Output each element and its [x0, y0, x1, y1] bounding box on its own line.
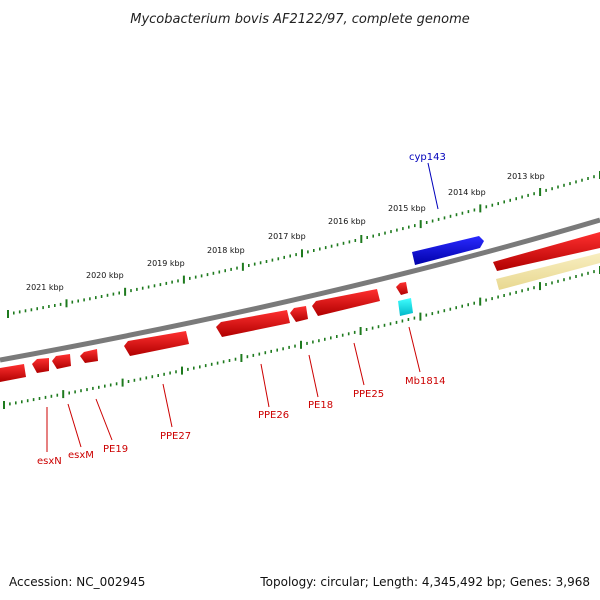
- gene-label-PE19[interactable]: PE19: [103, 444, 128, 455]
- kbp-scale-ring: [7, 171, 600, 318]
- gene-arrow-forward-right[interactable]: [493, 232, 600, 271]
- gene-labels: cyp143 esxN esxM PE19 PPE27 PPE26 PE18 P…: [37, 152, 446, 467]
- gene-arrow-Mb1814[interactable]: [396, 282, 408, 295]
- label-leader-lines: [46, 162, 439, 452]
- gene-arrow-cyp143[interactable]: [412, 236, 484, 265]
- gene-label-PE18[interactable]: PE18: [308, 400, 333, 411]
- inner-tick-ring: [3, 266, 600, 409]
- gene-arrow-PPE25[interactable]: [312, 289, 380, 316]
- gene-label-PPE27[interactable]: PPE27: [160, 431, 191, 442]
- feature-cyan[interactable]: [398, 298, 413, 316]
- leader-cyp143: [427, 162, 439, 210]
- gene-label-esxN[interactable]: esxN: [37, 456, 62, 467]
- gene-label-esxM[interactable]: esxM: [68, 450, 94, 461]
- feature-pale-right[interactable]: [496, 253, 600, 290]
- gene-arrow-esxN[interactable]: [32, 358, 49, 373]
- kbp-label-2015: 2015 kbp: [388, 204, 426, 213]
- leader-PPE27: [162, 383, 173, 428]
- gene-arrow-PE19[interactable]: [80, 349, 98, 363]
- leader-PPE25: [353, 342, 365, 386]
- kbp-label-2013: 2013 kbp: [507, 172, 545, 181]
- gene-arrow-PPE26[interactable]: [216, 310, 290, 337]
- kbp-label-2017: 2017 kbp: [268, 232, 306, 241]
- gene-label-cyp143[interactable]: cyp143: [409, 152, 446, 163]
- gene-arrow-PPE27[interactable]: [124, 331, 189, 356]
- gene-arrow-esxM[interactable]: [52, 354, 71, 369]
- accession-label: Accession: NC_002945: [9, 575, 146, 589]
- gene-label-PPE26[interactable]: PPE26: [258, 410, 289, 421]
- leader-PPE26: [260, 363, 270, 408]
- kbp-label-2018: 2018 kbp: [207, 246, 245, 255]
- kbp-label-2020: 2020 kbp: [86, 271, 124, 280]
- leader-PE19: [95, 398, 113, 441]
- kbp-label-2016: 2016 kbp: [328, 217, 366, 226]
- leader-esxM: [67, 403, 82, 448]
- gene-features[interactable]: [0, 232, 600, 382]
- kbp-scale-labels: 2021 kbp 2020 kbp 2019 kbp 2018 kbp 2017…: [26, 172, 545, 292]
- kbp-label-2021: 2021 kbp: [26, 283, 64, 292]
- kbp-label-2019: 2019 kbp: [147, 259, 185, 268]
- genome-summary-label: Topology: circular; Length: 4,345,492 bp…: [260, 575, 590, 589]
- leader-Mb1814: [408, 326, 421, 373]
- gene-label-PPE25[interactable]: PPE25: [353, 389, 384, 400]
- genome-backbone: [0, 217, 600, 363]
- gene-arrow-left-edge[interactable]: [0, 364, 26, 382]
- gene-label-Mb1814[interactable]: Mb1814: [405, 376, 445, 387]
- kbp-label-2014: 2014 kbp: [448, 188, 486, 197]
- map-title: Mycobacterium bovis AF2122/97, complete …: [130, 12, 469, 27]
- gene-arrow-PE18[interactable]: [290, 306, 308, 322]
- leader-PE18: [308, 354, 319, 398]
